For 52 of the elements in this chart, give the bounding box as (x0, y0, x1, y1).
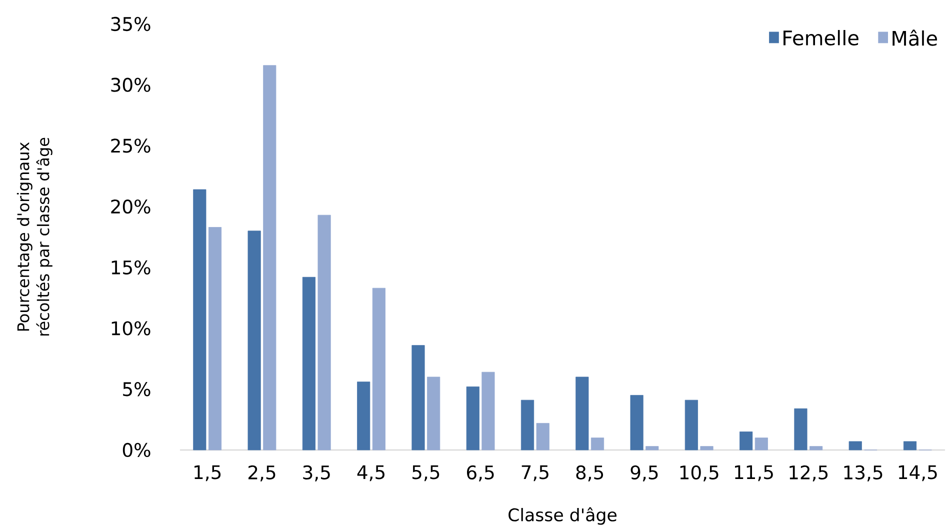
x-axis-title: Classe d'âge (508, 507, 616, 525)
bar (700, 446, 714, 450)
bar (794, 408, 808, 450)
bar (302, 276, 316, 450)
bar (520, 400, 534, 450)
x-tick-label: 4,5 (357, 465, 384, 482)
y-tick-label: 25% (111, 138, 150, 153)
x-tick-label: 12,5 (790, 465, 828, 482)
legend-label: Mâle (892, 30, 937, 46)
x-tick-label: 5,5 (412, 465, 440, 482)
y-tick-label: 5% (123, 382, 150, 396)
y-tick-label: 15% (112, 260, 150, 274)
x-tick-label: 11,5 (735, 465, 773, 482)
y-tick-label: 20% (111, 199, 150, 214)
y-axis-title: Pourcentage d'orignaux récoltés par classe d'âge (16, 138, 52, 336)
bar (263, 65, 276, 450)
y-tick-label: 30% (111, 78, 150, 92)
x-tick-label: 14,5 (898, 465, 937, 482)
x-tick-label: 7,5 (522, 465, 548, 482)
x-tick-label: 8,5 (576, 465, 604, 482)
x-tick-label: 2,5 (248, 465, 276, 482)
y-tick-label: 35% (111, 16, 150, 32)
x-tick-label: 10,5 (680, 465, 718, 482)
legend-label: Femelle (784, 30, 858, 46)
bar (590, 438, 604, 450)
bar (630, 395, 644, 450)
y-tick-label: 0% (122, 442, 150, 458)
bar (576, 376, 589, 450)
bar (248, 230, 261, 450)
bar (740, 432, 753, 450)
bar (318, 214, 331, 450)
bar (372, 288, 386, 450)
bar (427, 376, 440, 450)
y-tick-label: 10% (112, 321, 150, 336)
bar (412, 345, 425, 450)
bar (810, 446, 823, 450)
bar (466, 386, 480, 450)
bar (754, 438, 768, 450)
bar (482, 372, 495, 450)
x-tick-label: 6,5 (466, 465, 494, 482)
bar (848, 441, 862, 450)
x-tick-label: 13,5 (844, 465, 882, 482)
bar (536, 423, 550, 450)
bar (357, 382, 370, 450)
x-tick-label: 9,5 (630, 465, 658, 482)
x-tick-label: 3,5 (303, 465, 330, 482)
x-tick-label: 1,5 (194, 465, 221, 482)
bar (684, 400, 698, 450)
bar (646, 446, 659, 450)
bar (193, 189, 206, 450)
bar (208, 227, 222, 450)
bar (903, 441, 917, 450)
